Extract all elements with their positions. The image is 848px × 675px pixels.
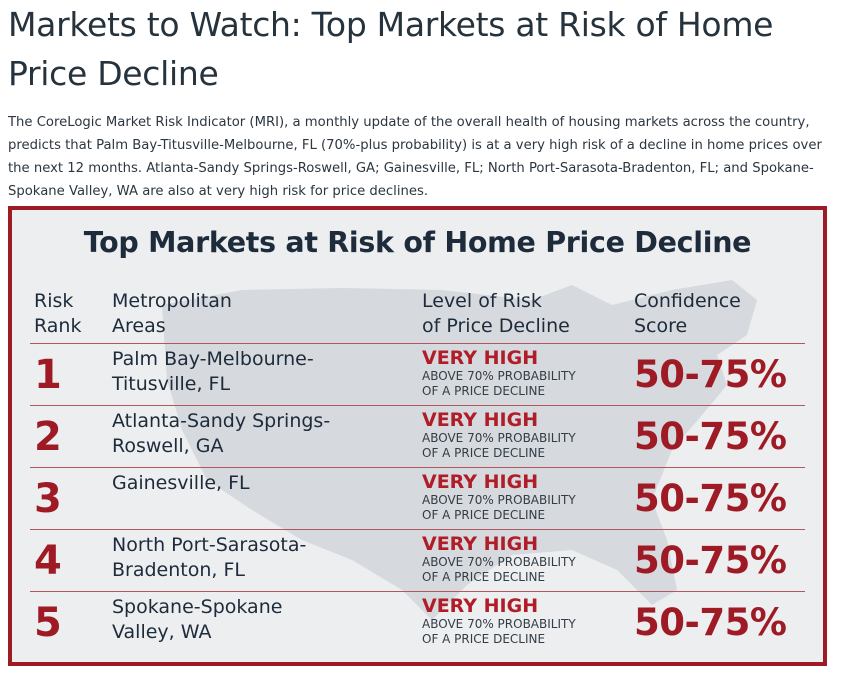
infographic-card: Top Markets at Risk of Home Price Declin… [8, 206, 827, 666]
row-divider [30, 405, 805, 406]
table-row: 1 Palm Bay-Melbourne- Titusville, FL VER… [30, 343, 805, 405]
metro-area: Spokane-Spokane Valley, WA [112, 596, 283, 643]
page-title: Markets to Watch: Top Markets at Risk of… [8, 5, 774, 93]
confidence-score: 50-75% [634, 539, 787, 582]
risk-level: VERY HIGH ABOVE 70% PROBABILITY OF A PRI… [422, 409, 576, 460]
risk-rank: 1 [34, 352, 62, 398]
risk-rank: 3 [34, 476, 62, 522]
row-divider [30, 591, 805, 592]
risk-rank: 2 [34, 414, 62, 460]
metro-area: Atlanta-Sandy Springs- Roswell, GA [112, 410, 331, 457]
risk-rank: 4 [34, 538, 62, 584]
risk-rank: 5 [34, 600, 62, 646]
confidence-score: 50-75% [634, 415, 787, 458]
row-divider [30, 467, 805, 468]
intro-paragraph: The CoreLogic Market Risk Indicator (MRI… [8, 115, 822, 199]
table-row: 5 Spokane-Spokane Valley, WA VERY HIGH A… [30, 591, 805, 653]
confidence-score: 50-75% [634, 601, 787, 644]
table-row: 3 Gainesville, FL VERY HIGH ABOVE 70% PR… [30, 467, 805, 529]
card-title: Top Markets at Risk of Home Price Declin… [83, 226, 752, 259]
header-rank: Risk Rank [34, 290, 82, 337]
risk-level: VERY HIGH ABOVE 70% PROBABILITY OF A PRI… [422, 347, 576, 398]
confidence-score: 50-75% [634, 353, 787, 396]
risk-level: VERY HIGH ABOVE 70% PROBABILITY OF A PRI… [422, 533, 576, 584]
header-level: Level of Risk of Price Decline [422, 290, 570, 337]
header-area: Metropolitan Areas [112, 290, 232, 337]
header-score: Confidence Score [634, 290, 741, 337]
metro-area: Palm Bay-Melbourne- Titusville, FL [112, 348, 314, 395]
metro-area: Gainesville, FL [112, 472, 250, 494]
row-divider [30, 343, 805, 344]
metro-area: North Port-Sarasota- Bradenton, FL [112, 534, 307, 581]
table-row: 4 North Port-Sarasota- Bradenton, FL VER… [30, 529, 805, 591]
confidence-score: 50-75% [634, 477, 787, 520]
row-divider [30, 529, 805, 530]
risk-level: VERY HIGH ABOVE 70% PROBABILITY OF A PRI… [422, 471, 576, 522]
us-map-background [162, 280, 757, 620]
table-row: 2 Atlanta-Sandy Springs- Roswell, GA VER… [30, 405, 805, 467]
risk-level: VERY HIGH ABOVE 70% PROBABILITY OF A PRI… [422, 595, 576, 646]
